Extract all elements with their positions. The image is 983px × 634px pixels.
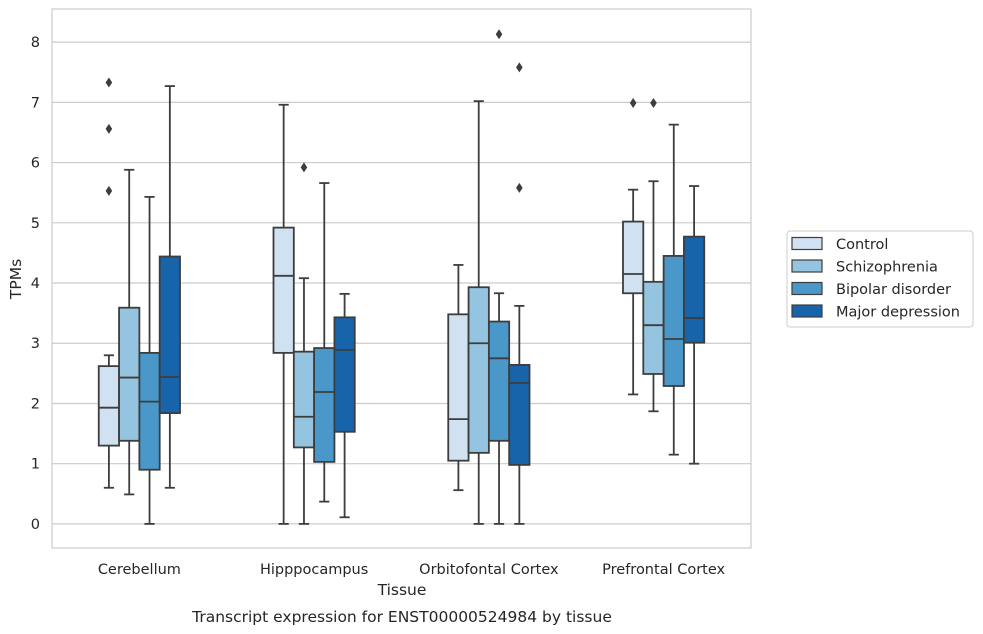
legend-swatch bbox=[791, 281, 823, 296]
iqr-box bbox=[447, 313, 470, 462]
box-major-depression-2 bbox=[508, 62, 531, 525]
y-tick-labels: 0 1 2 3 4 5 6 7 8 bbox=[31, 35, 40, 533]
y-tick-label: 6 bbox=[31, 156, 40, 172]
box-bipolar-disorder-0 bbox=[138, 195, 161, 525]
legend-label: Schizophrenia bbox=[836, 260, 938, 276]
outlier-point bbox=[516, 182, 523, 193]
y-tick-label: 1 bbox=[31, 457, 40, 473]
y-tick-label: 5 bbox=[31, 216, 40, 232]
y-tick-label: 0 bbox=[31, 517, 40, 533]
x-tick-labels: Cerebellum Hipppocampus Orbitofontal Corte… bbox=[98, 562, 726, 578]
x-tick-label: Cerebellum bbox=[98, 562, 181, 578]
legend-frame bbox=[786, 230, 974, 328]
iqr-box bbox=[313, 347, 336, 463]
outlier-point bbox=[105, 123, 113, 134]
iqr-box bbox=[138, 351, 161, 471]
box-major-depression-3 bbox=[683, 185, 706, 465]
iqr-box bbox=[642, 280, 665, 375]
box-control-2 bbox=[447, 264, 470, 492]
legend-label: Control bbox=[836, 237, 888, 253]
box-bipolar-disorder-2 bbox=[487, 29, 511, 525]
iqr-box bbox=[622, 220, 645, 295]
iqr-box bbox=[333, 316, 356, 433]
outlier-point bbox=[495, 29, 503, 40]
box-schizophrenia-3 bbox=[642, 97, 665, 413]
y-tick-label: 7 bbox=[31, 95, 40, 111]
y-tick-label: 3 bbox=[31, 336, 40, 352]
legend-swatch bbox=[791, 304, 823, 318]
x-tick-label: Orbitofontal Cortex bbox=[419, 562, 559, 578]
box-schizophrenia-0 bbox=[118, 168, 141, 496]
x-tick-label: Hipppocampus bbox=[260, 562, 368, 578]
y-tick-label: 2 bbox=[31, 396, 40, 412]
iqr-box bbox=[662, 255, 685, 387]
outlier-point bbox=[105, 185, 113, 196]
iqr-box bbox=[118, 306, 141, 442]
legend: Control Schizophrenia Bipolar disorder Majo… bbox=[786, 230, 974, 328]
iqr-box bbox=[467, 286, 490, 454]
y-tick-label: 8 bbox=[31, 35, 40, 51]
box-major-depression-1 bbox=[333, 292, 356, 519]
y-tick-label: 4 bbox=[31, 276, 40, 292]
outlier-point bbox=[650, 97, 657, 108]
outlier-point bbox=[300, 162, 308, 173]
box-bipolar-disorder-1 bbox=[313, 182, 336, 503]
chart-caption: Transcript expression for ENST0000052498… bbox=[191, 608, 612, 626]
x-tick-label: Prefrontal Cortex bbox=[602, 562, 725, 578]
iqr-box bbox=[683, 235, 706, 344]
outlier-point bbox=[105, 77, 113, 88]
box-bipolar-disorder-3 bbox=[662, 123, 685, 456]
box-major-depression-0 bbox=[158, 85, 181, 489]
iqr-box bbox=[487, 320, 511, 442]
outlier-point bbox=[629, 97, 637, 108]
box-schizophrenia-2 bbox=[467, 100, 490, 525]
iqr-box bbox=[272, 226, 295, 354]
iqr-box bbox=[292, 350, 316, 449]
outlier-point bbox=[516, 62, 523, 73]
plot-frame bbox=[51, 8, 752, 549]
box-control-3 bbox=[622, 97, 645, 396]
iqr-box bbox=[158, 255, 181, 414]
iqr-box bbox=[508, 364, 531, 466]
y-axis-title: TPMs bbox=[7, 259, 25, 300]
legend-swatch bbox=[791, 259, 823, 273]
legend-label: Major depression bbox=[836, 305, 960, 321]
x-axis-title: Tissue bbox=[377, 581, 427, 599]
box-groups bbox=[97, 29, 706, 525]
legend-label: Bipolar disorder bbox=[836, 282, 951, 298]
legend-swatch bbox=[791, 236, 823, 251]
iqr-box bbox=[97, 365, 120, 447]
box-control-1 bbox=[272, 103, 295, 525]
